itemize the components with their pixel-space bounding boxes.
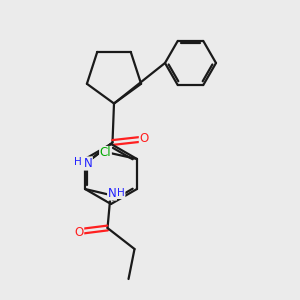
Text: H: H [74,157,82,167]
Text: N: N [108,187,116,200]
Text: O: O [74,226,84,239]
Text: Cl: Cl [100,146,111,160]
Text: O: O [140,131,148,145]
Text: H: H [117,188,125,199]
Text: N: N [83,157,92,170]
